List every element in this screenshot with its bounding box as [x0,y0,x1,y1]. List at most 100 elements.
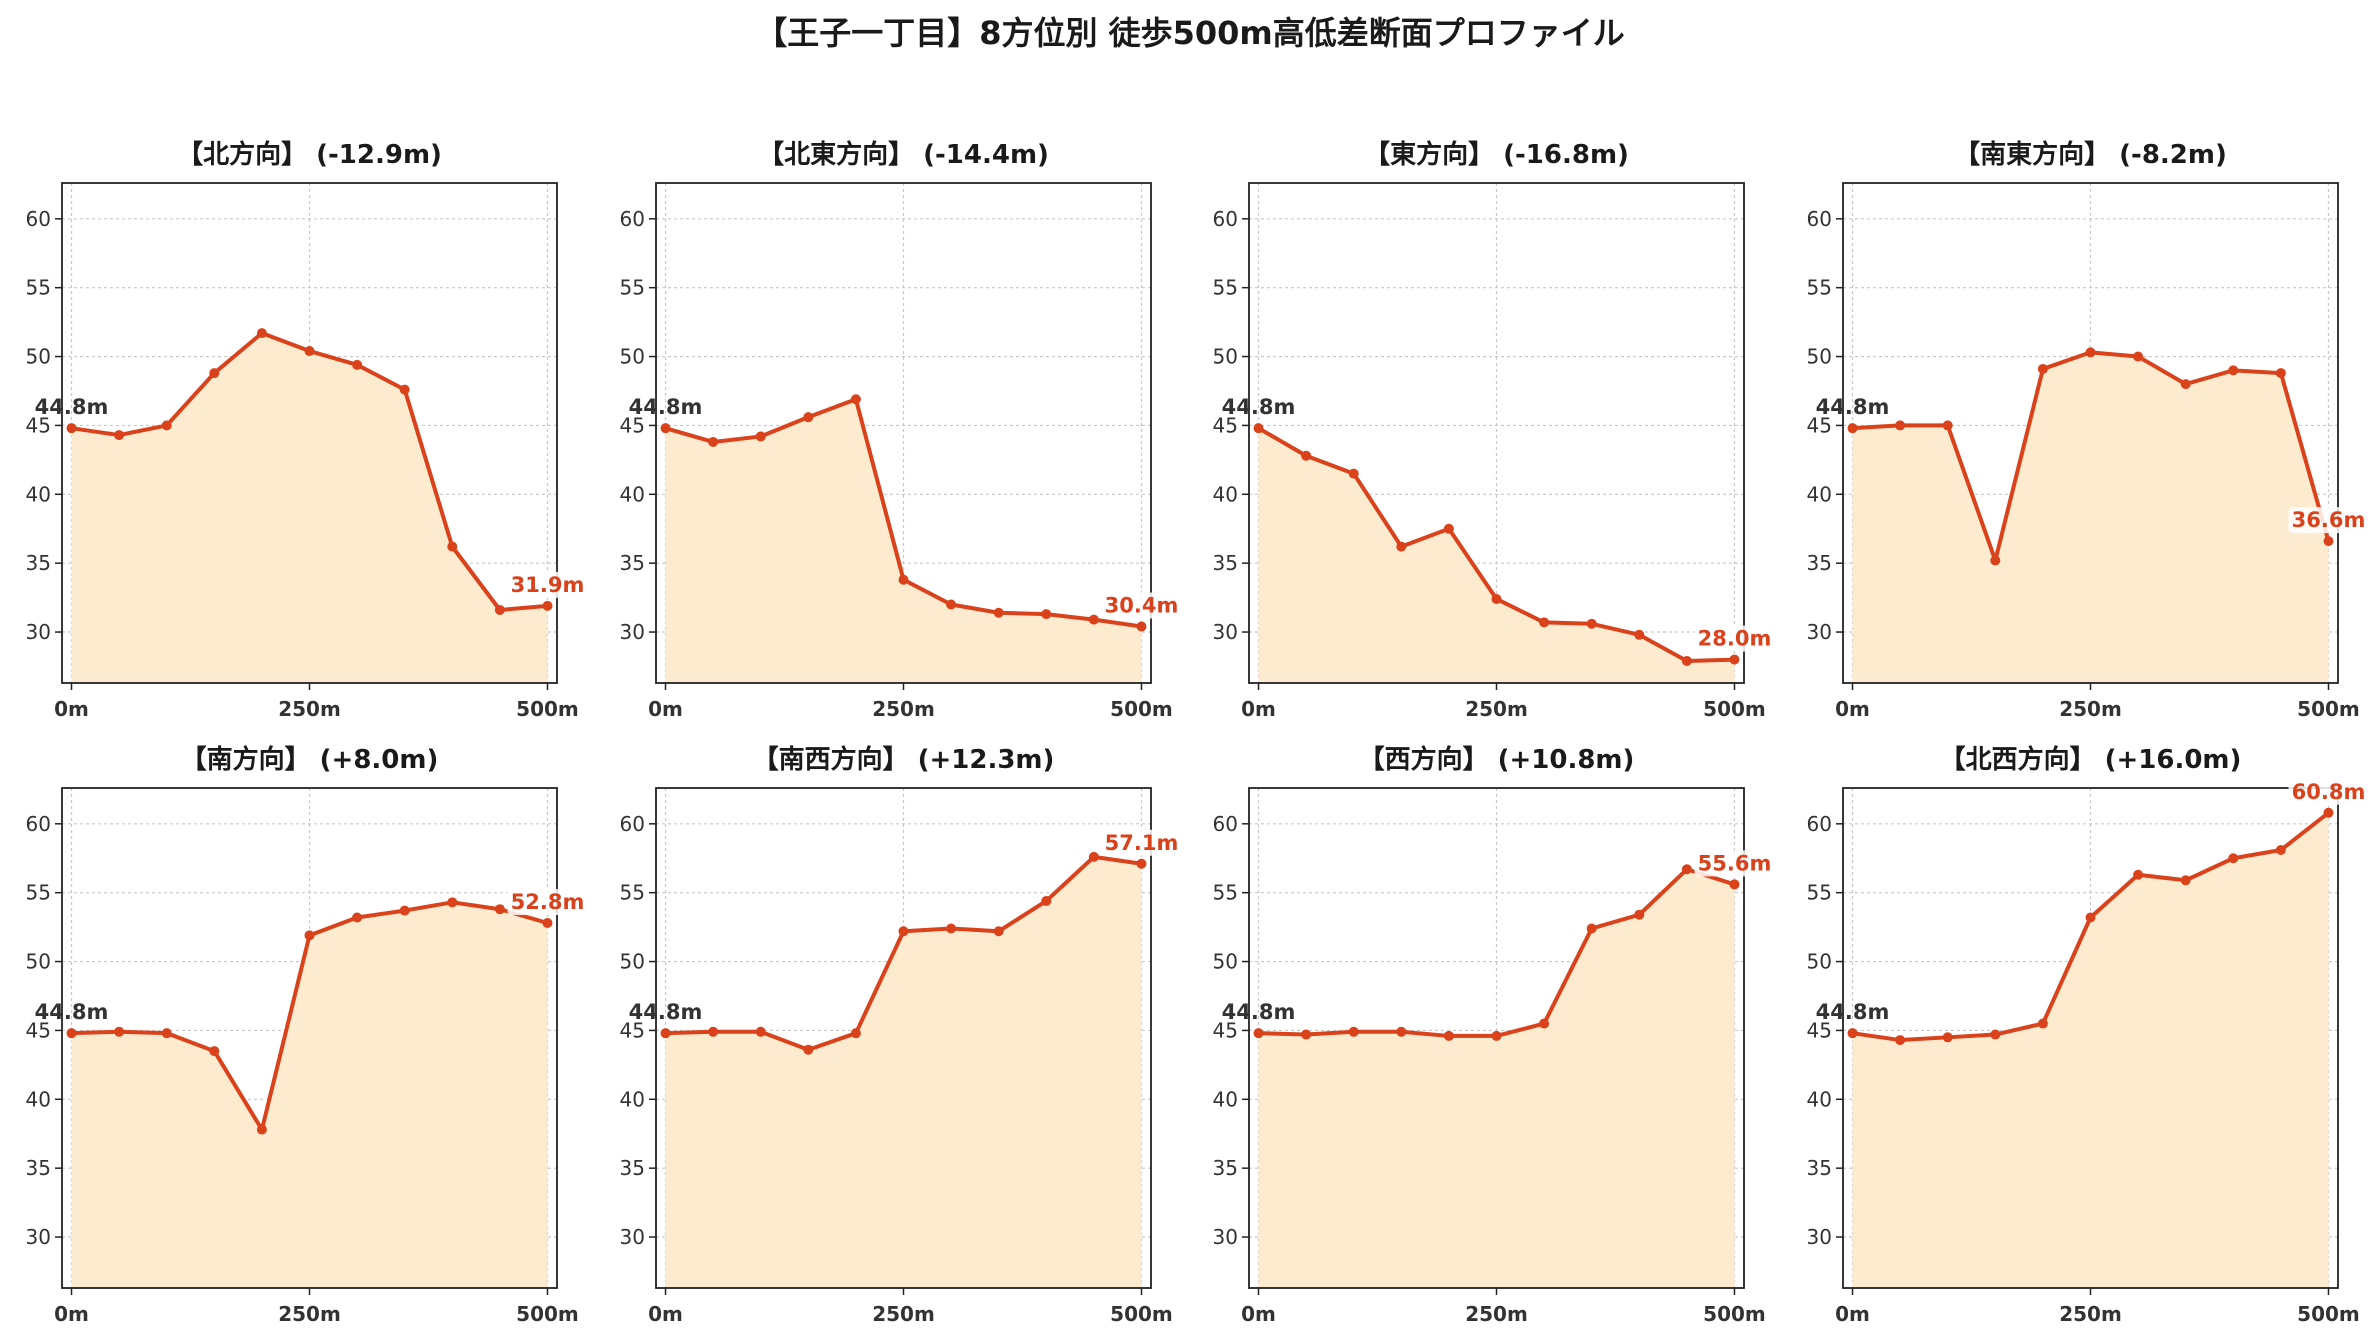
plot-frame [1248,182,1745,684]
y-tick-label: 35 [1807,1156,1832,1180]
y-tick-label: 60 [620,812,645,836]
y-tick-label: 35 [1213,551,1238,575]
x-tick-label: 500m [516,1302,579,1326]
y-tick-label: 35 [26,551,51,575]
data-point [2133,351,2144,362]
data-point [494,904,505,915]
x-tick-label: 0m [1241,697,1276,721]
y-tick-label: 60 [1807,812,1832,836]
y-tick-label: 50 [620,345,645,369]
y-tick-label: 30 [620,620,645,644]
area-fill [1258,428,1735,683]
data-point [755,431,766,442]
y-tick-label: 40 [1213,1087,1238,1111]
data-point [946,599,957,610]
data-point [2323,807,2334,818]
y-tick-label: 50 [1807,950,1832,974]
y-tick-label: 40 [620,1087,645,1111]
x-tick-label: 250m [278,697,341,721]
start-value-label: 44.8m [629,395,703,419]
data-point [993,926,1004,937]
data-point [2228,365,2239,376]
x-tick-label: 0m [1835,697,1870,721]
area-fill [1258,869,1735,1288]
area-fill [665,856,1142,1288]
end-value-label: 57.1m [1105,831,1179,855]
end-value-label: 60.8m [2292,780,2366,804]
data-point [161,420,172,431]
y-tick-label: 55 [620,881,645,905]
panel-title: 【南方向】 (+8.0m) [181,744,439,775]
data-point [1634,909,1645,920]
data-point [209,1046,220,1057]
end-label-background [2288,778,2369,805]
figure-title: 【王子一丁目】8方位別 徒歩500m高低差断面プロファイル [755,14,1625,52]
y-tick-label: 50 [1213,950,1238,974]
area-fill [1852,812,2329,1288]
end-label-background [1101,592,1182,619]
panel-2: 【東方向】 (-16.8m) 30 35 40 45 50 55 60 0m 250m 500m 44… [1213,139,1775,721]
data-point [1586,618,1597,629]
start-value-label: 44.8m [1222,395,1296,419]
data-point [660,1028,671,1039]
data-point [352,359,363,370]
data-point [2180,379,2191,390]
end-label-background [507,571,588,598]
y-tick-label: 50 [620,950,645,974]
start-value-label: 44.8m [1816,1000,1890,1024]
x-tick-label: 500m [1110,697,1173,721]
plot-frame [61,787,558,1289]
y-tick-label: 45 [1807,413,1832,437]
data-point [803,1044,814,1055]
data-point [1491,593,1502,604]
data-point [1729,654,1740,665]
data-point [1847,1028,1858,1039]
x-tick-label: 0m [648,1302,683,1326]
data-point [1396,541,1407,552]
data-point [1847,423,1858,434]
y-tick-label: 40 [26,482,51,506]
data-point [755,1026,766,1037]
data-point [352,912,363,923]
y-tick-label: 40 [620,482,645,506]
data-point [114,430,125,441]
y-tick-label: 50 [1213,345,1238,369]
panel-7: 【北西方向】 (+16.0m) 30 35 40 45 50 55 60 0m 250m 500m 4… [1807,744,2369,1326]
data-point [161,1028,172,1039]
x-tick-label: 250m [872,1302,935,1326]
y-tick-label: 55 [1807,881,1832,905]
data-point [2180,875,2191,886]
x-tick-label: 0m [54,697,89,721]
data-point [1681,655,1692,666]
data-point [304,346,315,357]
x-tick-label: 250m [278,1302,341,1326]
y-tick-label: 45 [1807,1018,1832,1042]
y-tick-label: 30 [1213,620,1238,644]
data-point [1253,423,1264,434]
x-tick-label: 500m [1703,697,1766,721]
y-tick-label: 30 [26,1225,51,1249]
data-point [2037,363,2048,374]
y-tick-label: 60 [1213,812,1238,836]
plot-frame [1842,787,2339,1289]
data-point [1136,621,1147,632]
data-point [1942,1032,1953,1043]
x-tick-label: 250m [2059,697,2122,721]
data-point [399,905,410,916]
y-tick-label: 40 [26,1087,51,1111]
data-point [1041,895,1052,906]
end-label-background [1101,829,1182,856]
panel-6: 【西方向】 (+10.8m) 30 35 40 45 50 55 60 0m 250m 500m 44… [1213,744,1775,1326]
y-tick-label: 50 [26,950,51,974]
panel-title: 【南西方向】 (+12.3m) [753,744,1055,775]
y-tick-label: 30 [1807,620,1832,644]
end-value-label: 36.6m [2292,508,2366,532]
y-tick-label: 35 [1807,551,1832,575]
y-tick-label: 30 [26,620,51,644]
data-point [1681,864,1692,875]
start-value-label: 44.8m [1222,1000,1296,1024]
end-label-background [1694,850,1775,877]
y-tick-label: 40 [1807,482,1832,506]
start-value-label: 44.8m [35,1000,109,1024]
